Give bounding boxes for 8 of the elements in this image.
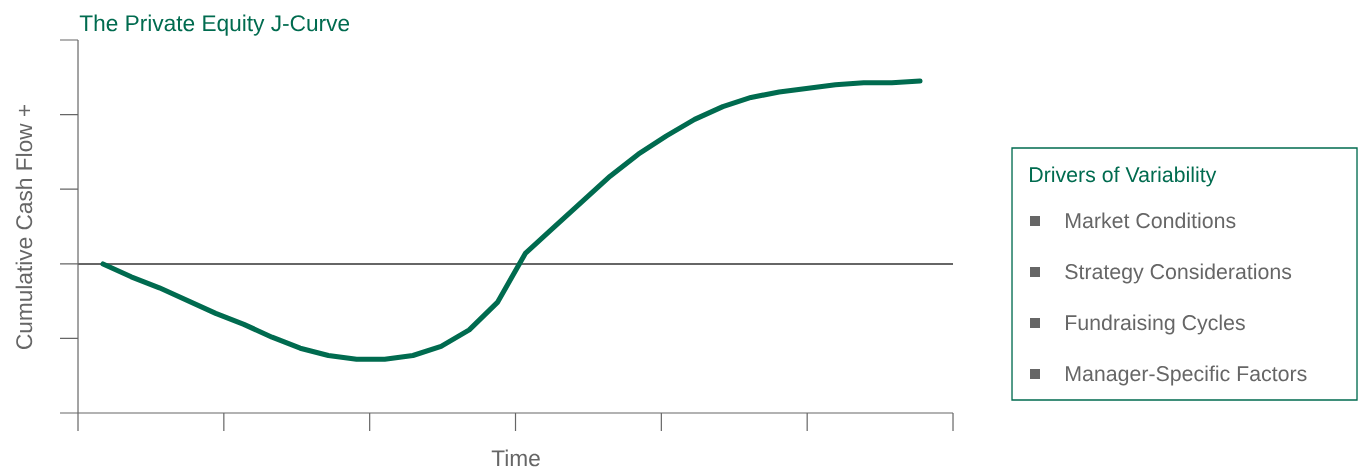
text: Market Conditions bbox=[1066, 212, 1236, 229]
text: Strategy Considerations bbox=[1065, 263, 1292, 284]
chart-title: The Private Equity J-Curve bbox=[79, 14, 350, 36]
x-axis-title: Time bbox=[491, 449, 540, 467]
y-axis-title: Cumulative Cash Flow + bbox=[15, 105, 33, 349]
text: Manager-Specific Factors bbox=[1066, 365, 1307, 386]
text: Drivers of Variability bbox=[1030, 166, 1217, 187]
text: Fundraising Cycles bbox=[1066, 314, 1245, 335]
